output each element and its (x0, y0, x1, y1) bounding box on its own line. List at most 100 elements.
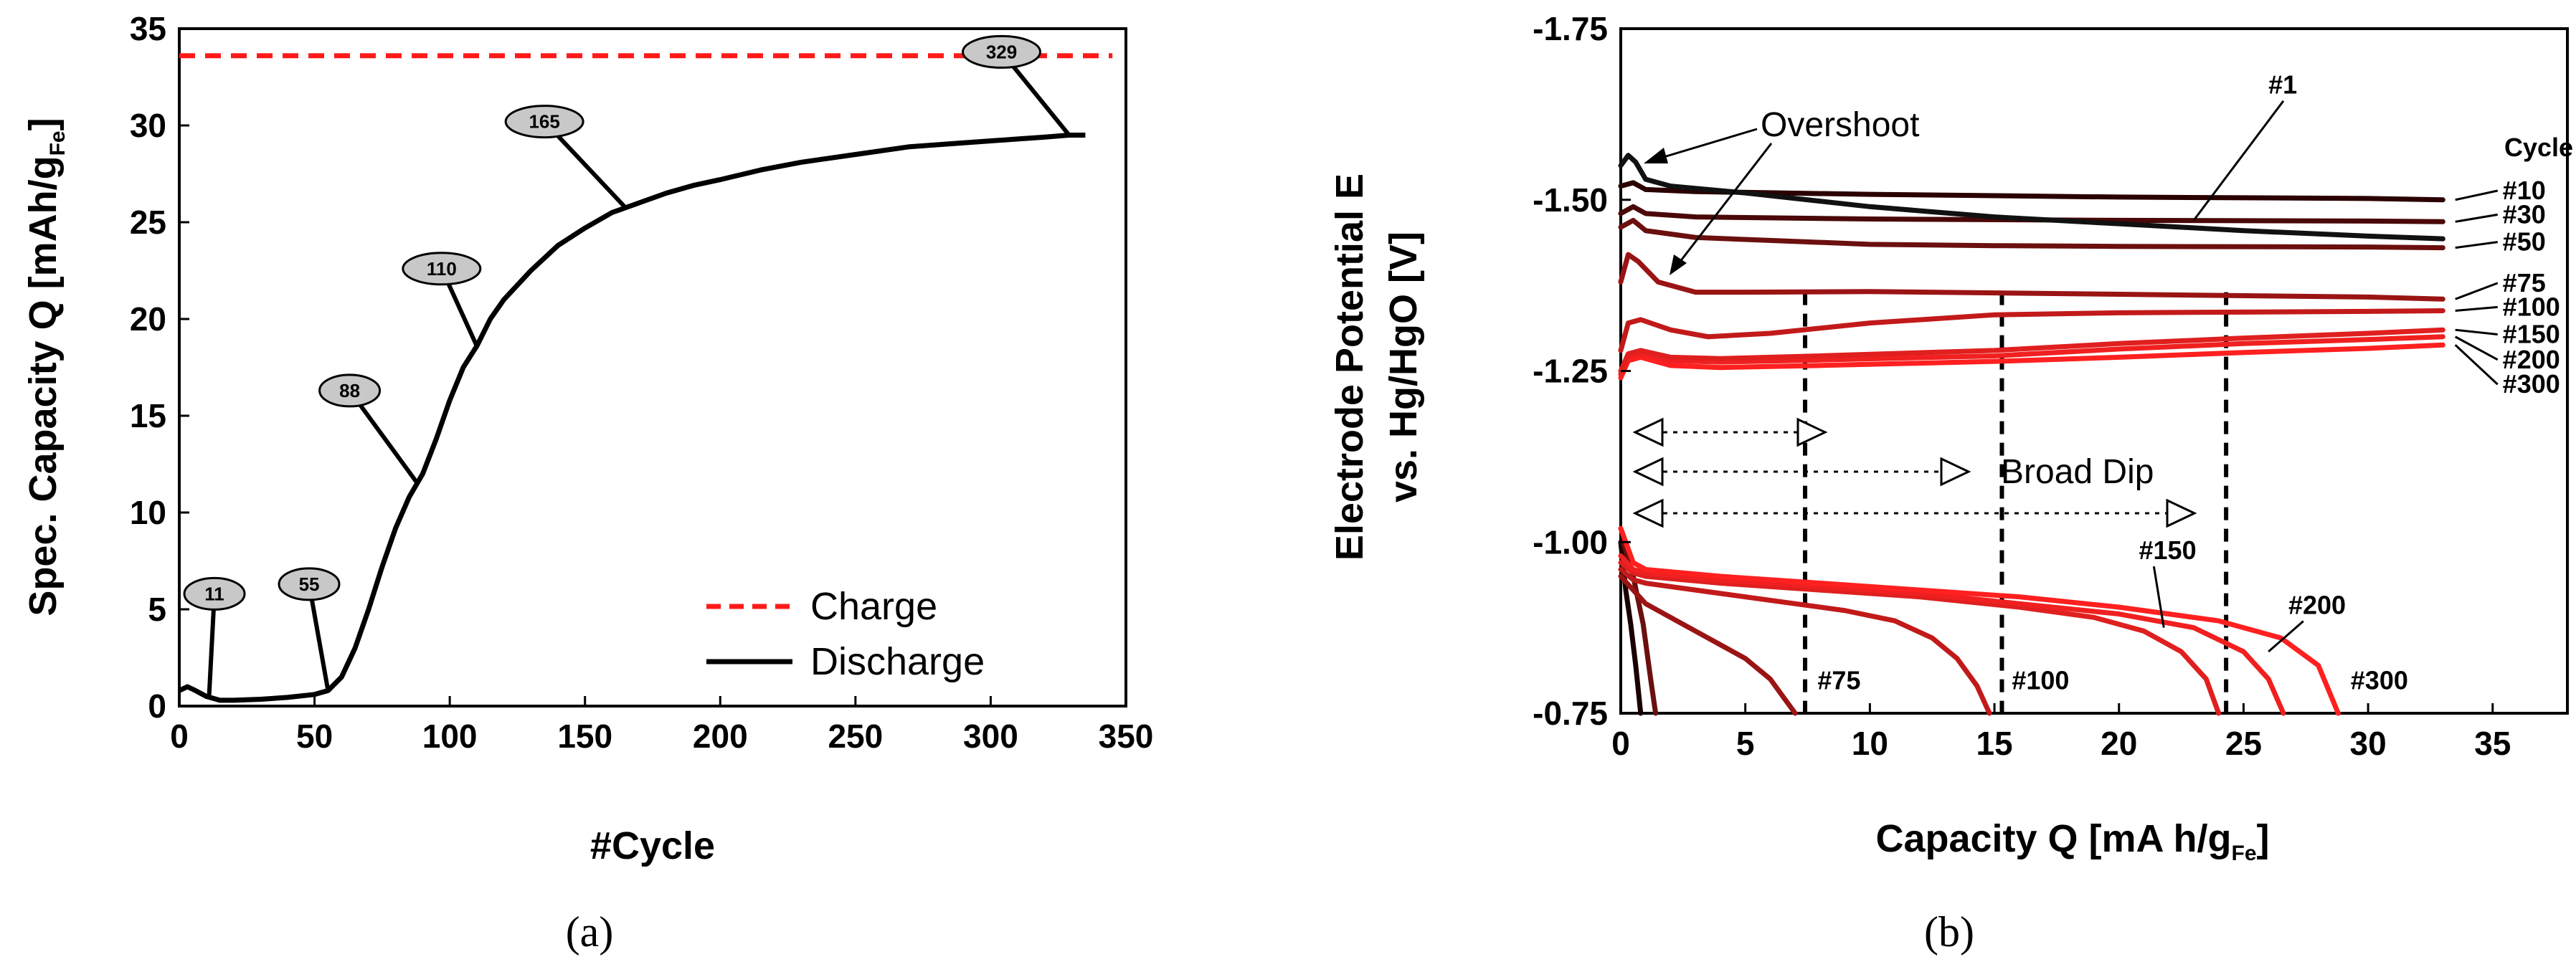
panel-a-plot-area (178, 27, 1127, 708)
cycle-legend-leader (2454, 335, 2499, 361)
broad-dip-arrowhead-left-3 (1632, 498, 1664, 528)
curve-label-leader (2268, 620, 2304, 653)
broad-dip-annotation: Broad Dip (2001, 453, 2154, 491)
callout-label-88: 88 (339, 380, 360, 401)
cycle-legend-label: #300 (2503, 369, 2560, 399)
curve-label-leader (2152, 566, 2165, 628)
panel-b: 0 5 10 15 20 25 30 35-1.75-1.50-1.25-1.00-0.75 … (1328, 10, 2573, 956)
discharge-curve-cycle-75 (1618, 573, 1798, 716)
panel-b-y-tick-label: -1.75 (1533, 10, 1608, 47)
callout-bubble-88 (318, 373, 382, 408)
panel-a-x-tick-label: 350 (1099, 718, 1154, 755)
panel-b-x-axis-label-sub: Fe (2232, 842, 2257, 865)
cycle-legend-label: #75 (2503, 268, 2546, 297)
panel-a-y-tick-label: 15 (130, 397, 166, 434)
panel-b-discharge-labels: #1 #75 #100 #150 #200 #300 (1817, 70, 2407, 695)
cycle-legend-label: #150 (2503, 320, 2560, 349)
panel-b-x-tick-label: 15 (1976, 725, 2012, 762)
panel-a-y-axis-label-end: ] (22, 118, 65, 130)
callout-bubble-329 (962, 34, 1042, 69)
panel-a-x-tick-label: 0 (170, 718, 189, 755)
discharge-curve-cycle-100 (1618, 566, 1992, 716)
series-discharge-line (178, 133, 1086, 703)
curve-label: #200 (2288, 591, 2346, 620)
panel-a-x-tick-label: 50 (296, 718, 333, 755)
panel-b-x-tick-label: 20 (2101, 725, 2137, 762)
panel-b-cycle-legend: #10#30#50 #75#100#150#200#300 (2454, 176, 2560, 399)
panel-b-y-tick-label: -1.25 (1533, 353, 1608, 390)
panel-b-series-group (1618, 153, 2445, 716)
broad-dip-arrowhead-right-3 (2166, 498, 2197, 528)
overshoot-arrow-1 (1649, 128, 1758, 163)
panel-a-y-axis-label: Spec. Capacity Q [mAh/gFe] (22, 118, 70, 616)
panel-b-y-tick-label: -1.50 (1533, 181, 1608, 219)
charge-curve-cycle-200 (1618, 334, 2445, 377)
charge-curve-cycle-100 (1618, 308, 2445, 353)
panel-b-y-axis-label-line1: Electrode Potential E (1328, 173, 1371, 561)
callout-bubble-55 (278, 567, 341, 601)
panel-b-x-axis-label: Capacity Q [mA h/gFe] (1875, 817, 2269, 865)
broad-dip-arrowhead-right-1 (1796, 417, 1828, 447)
callout-bubble-110 (402, 252, 482, 286)
panel-b-y-axis-label-line2: vs. Hg/HgO [V] (1382, 232, 1425, 502)
panel-a-x-tick-label: 300 (963, 718, 1018, 755)
panel-b-x-tick-label: 35 (2474, 725, 2511, 762)
panel-a-legend: Charge Discharge (706, 585, 985, 683)
callout-label-329: 329 (986, 41, 1017, 62)
panel-a-caption: (a) (566, 908, 614, 956)
cycle-legend-label: #200 (2503, 345, 2560, 374)
curve-label: #100 (2012, 666, 2069, 695)
panel-b-caption: (b) (1924, 908, 1974, 956)
panel-a-series-group (178, 53, 1113, 703)
overshoot-annotation: Overshoot (1761, 106, 1919, 144)
panel-b-x-tick-label: 5 (1736, 725, 1755, 762)
charge-curve-cycle-30 (1618, 204, 2445, 224)
charge-curve-cycle-50 (1618, 217, 2445, 251)
cycle-legend-label: #100 (2503, 292, 2560, 321)
cycle-legend-label: #10 (2503, 176, 2546, 205)
panel-a-callouts: 11 55 88 110 165 329 (183, 34, 1071, 697)
panel-b-x-axis-label-end: ] (2257, 817, 2270, 860)
cycle-legend-leader (2455, 328, 2498, 336)
panel-a-y-tick-label: 5 (148, 591, 166, 628)
discharge-curve-cycle-200 (1618, 553, 2286, 716)
panel-b-x-axis-label-main: Capacity Q [mA h/g (1875, 817, 2231, 860)
cycle-legend-label: #30 (2503, 199, 2546, 229)
callout-leader-55 (307, 583, 331, 691)
cycle-legend-leader (2454, 344, 2499, 386)
panel-a-x-tick-label: 150 (557, 718, 612, 755)
panel-a-x-tick-label: 100 (422, 718, 478, 755)
panel-a-x-tick-label: 250 (828, 718, 883, 755)
legend-charge-label: Charge (810, 585, 937, 628)
broad-dip-arrowhead-left-1 (1632, 417, 1664, 447)
cycle-legend-label: #50 (2503, 227, 2546, 257)
cycle-legend-leader (2455, 213, 2498, 223)
charge-curve-cycle-150 (1618, 327, 2445, 373)
charge-curve-cycle-300 (1618, 342, 2445, 381)
charge-curve-cycle-1 (1618, 153, 2445, 242)
callout-leader-11 (207, 594, 217, 697)
panel-a-ticks: 0 50 100 150 200 250 300 350 0 5 10 15 20 25 30 35 (130, 10, 1154, 755)
callout-bubble-11 (183, 576, 246, 611)
charge-curve-cycle-10 (1618, 180, 2445, 203)
callout-bubble-165 (504, 105, 584, 139)
overshoot-arrowhead-2 (1670, 254, 1687, 275)
panel-b-x-tick-label: 25 (2225, 725, 2262, 762)
broad-dip-arrows (1632, 417, 2197, 528)
panel-a-x-tick-label: 200 (693, 718, 748, 755)
callout-label-165: 165 (529, 111, 559, 133)
panel-a-x-axis-label: #Cycle (590, 824, 715, 867)
callout-label-55: 55 (299, 573, 320, 595)
curve-label: #1 (2268, 70, 2297, 100)
panel-a-y-axis-label-sub: Fe (46, 130, 70, 156)
panel-b-x-tick-label: 0 (1611, 725, 1630, 762)
cycle-legend-title: Cycle (2504, 133, 2573, 162)
curve-label: #75 (1817, 666, 1860, 695)
panel-b-y-tick-label: -0.75 (1533, 695, 1608, 732)
panel-a-y-tick-label: 20 (130, 300, 166, 338)
broad-dip-arrowhead-right-2 (1940, 457, 1971, 487)
panel-b-y-tick-label: -1.00 (1533, 523, 1608, 561)
panel-a-y-axis-label-main: Spec. Capacity Q [mAh/g (22, 156, 65, 616)
curve-label: #300 (2351, 666, 2408, 695)
